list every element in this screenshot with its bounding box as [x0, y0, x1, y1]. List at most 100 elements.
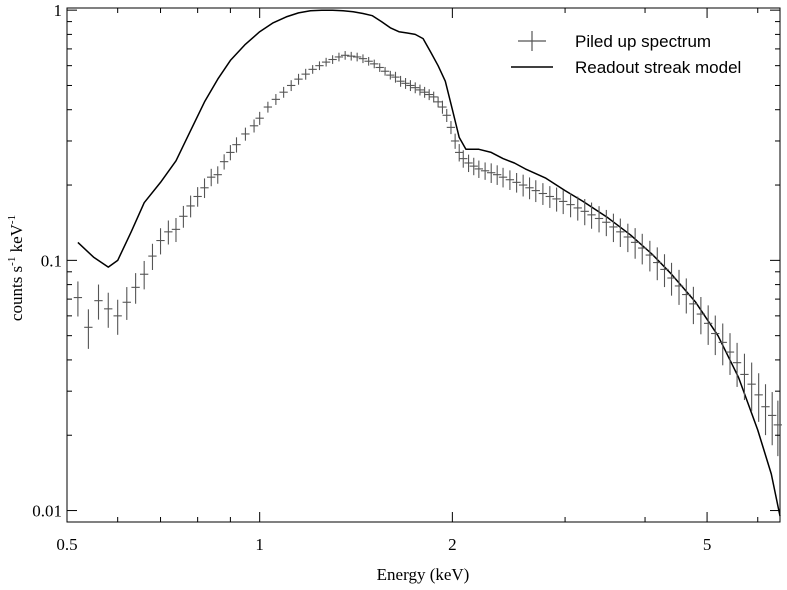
- data-point: [573, 196, 582, 221]
- data-point: [638, 233, 647, 265]
- data-point: [754, 373, 763, 422]
- data-point: [464, 154, 473, 173]
- y-axis-label: counts s-1 keV-1: [6, 215, 26, 321]
- data-point: [321, 57, 331, 67]
- y-axis-label-sup2: -1: [6, 215, 18, 224]
- data-point: [358, 54, 368, 64]
- data-point: [718, 323, 727, 366]
- data-point: [450, 133, 460, 149]
- data-point: [391, 71, 400, 83]
- x-tick-label: 2: [448, 535, 457, 554]
- data-point: [396, 75, 405, 87]
- data-point: [580, 199, 589, 226]
- readout-streak-model-series: [77, 9, 781, 517]
- data-point: [438, 100, 447, 114]
- data-point: [725, 333, 735, 375]
- data-point: [226, 145, 235, 161]
- data-point: [587, 202, 596, 229]
- y-axis-label-main: counts s: [7, 266, 26, 321]
- x-tick-label: 1: [255, 535, 264, 554]
- legend-label-piled-up-spectrum: Piled up spectrum: [575, 32, 711, 51]
- data-point: [459, 150, 468, 168]
- data-point: [538, 183, 548, 205]
- data-point: [200, 178, 209, 199]
- data-point: [559, 190, 568, 215]
- data-point: [263, 101, 273, 113]
- data-point: [294, 73, 303, 85]
- y-tick-label: 1: [54, 1, 63, 20]
- data-point: [747, 362, 756, 412]
- data-point: [645, 240, 655, 272]
- y-tick-label: 0.1: [41, 251, 62, 270]
- legend-label-readout-streak-model: Readout streak model: [575, 58, 741, 77]
- data-point: [286, 80, 296, 92]
- data-point: [411, 82, 420, 94]
- data-point: [386, 70, 395, 80]
- data-point: [148, 243, 157, 270]
- data-point: [602, 209, 611, 237]
- data-point: [767, 392, 777, 446]
- data-point: [732, 342, 742, 387]
- y-tick-label: 0.01: [32, 502, 62, 521]
- data-point: [104, 292, 113, 328]
- data-point: [139, 260, 149, 290]
- data-point: [474, 160, 483, 178]
- data-point: [219, 154, 229, 170]
- data-point: [375, 63, 384, 72]
- data-point: [364, 56, 373, 66]
- data-point: [308, 65, 317, 74]
- data-point: [492, 165, 502, 185]
- data-point: [193, 187, 202, 207]
- data-point: [711, 315, 720, 356]
- data-point: [682, 278, 691, 314]
- data-point: [406, 80, 415, 92]
- data-point: [512, 172, 521, 193]
- data-point: [301, 68, 310, 80]
- data-point: [186, 195, 195, 218]
- data-point: [469, 157, 478, 176]
- data-point: [689, 286, 698, 325]
- data-point: [113, 299, 122, 335]
- data-point: [255, 111, 264, 125]
- data-point: [213, 166, 222, 184]
- data-point: [442, 108, 451, 123]
- data-point: [609, 213, 618, 243]
- data-point: [667, 262, 676, 296]
- data-point: [480, 162, 490, 180]
- data-point: [552, 187, 561, 212]
- data-point: [370, 59, 379, 69]
- data-point: [761, 384, 770, 436]
- data-point: [505, 170, 515, 190]
- data-point: [420, 86, 429, 98]
- data-point: [232, 137, 241, 153]
- data-point: [279, 86, 288, 98]
- data-point: [696, 297, 706, 335]
- data-point: [352, 52, 362, 62]
- data-point: [347, 51, 356, 61]
- data-point: [179, 205, 188, 228]
- data-point: [94, 284, 103, 320]
- data-point: [424, 89, 434, 101]
- data-point: [566, 193, 575, 218]
- data-point: [446, 121, 456, 135]
- y-axis-label-sup1: -1: [6, 257, 18, 266]
- x-axis-label: Energy (keV): [377, 565, 470, 584]
- data-point: [653, 247, 662, 281]
- data-point: [271, 94, 281, 105]
- model-line: [77, 9, 781, 517]
- plot-area: [66, 7, 781, 523]
- data-point: [401, 78, 410, 89]
- data-point: [340, 51, 350, 60]
- data-point: [73, 281, 83, 317]
- data-point: [241, 127, 250, 141]
- data-point: [487, 163, 496, 183]
- data-point: [122, 287, 131, 320]
- data-point: [623, 223, 632, 253]
- data-point: [616, 218, 625, 247]
- data-point: [380, 66, 390, 76]
- data-point: [660, 254, 669, 288]
- data-point: [84, 309, 93, 349]
- data-point: [433, 96, 443, 108]
- data-point: [498, 167, 508, 188]
